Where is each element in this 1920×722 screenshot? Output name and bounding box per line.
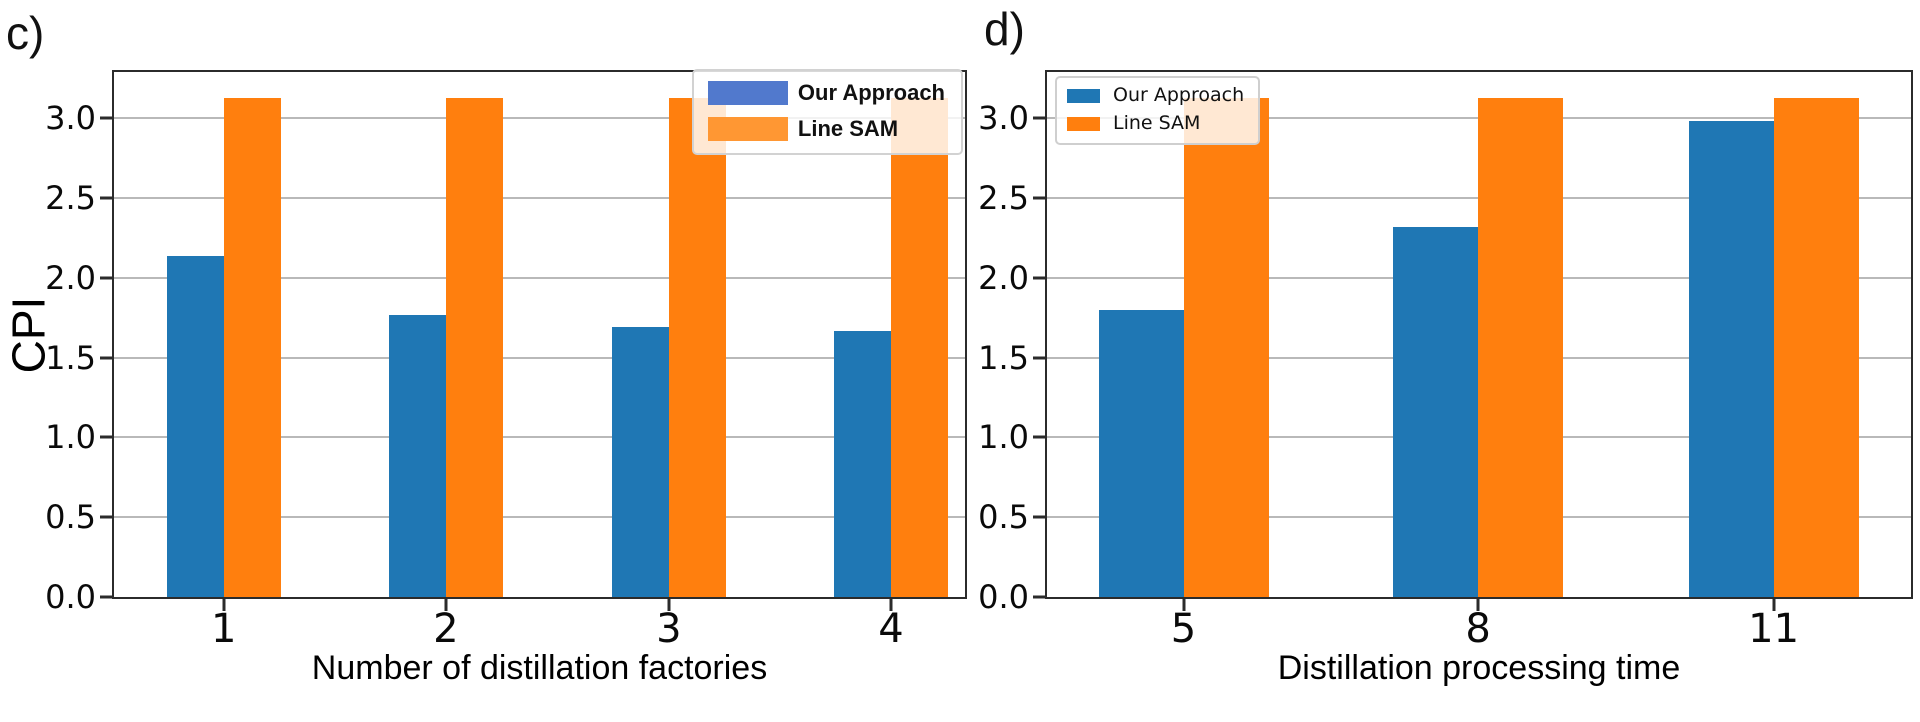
y-tick-mark [1033, 276, 1045, 280]
legend-swatch-line-sam [707, 117, 788, 141]
x-tick-mark [1772, 599, 1776, 611]
legend-swatch-our-approach [707, 81, 788, 105]
legend-label: Line SAM [797, 116, 899, 141]
y-tick-label: 2.5 [45, 179, 96, 218]
x-tick-label: 11 [1748, 606, 1800, 652]
y-tick-mark [100, 276, 112, 280]
bar-our-approach [1098, 309, 1184, 597]
y-tick-label: 3.0 [978, 99, 1029, 138]
gridline [114, 117, 965, 120]
x-axis-label: Distillation processing time [1277, 649, 1681, 687]
bar-line-sam [1478, 97, 1564, 597]
gridline [114, 276, 965, 279]
x-tick-mark [1476, 599, 1480, 611]
y-tick-label: 1.5 [978, 338, 1029, 377]
panel-label-d: d) [984, 3, 1025, 55]
y-tick-mark [100, 435, 112, 439]
y-tick-mark [1033, 116, 1045, 120]
y-tick-label: 3.0 [45, 99, 96, 138]
bar-line-sam [1183, 97, 1269, 597]
x-tick-mark [889, 599, 893, 611]
legend-swatch-line-sam [1067, 116, 1100, 131]
y-tick-mark [1033, 356, 1045, 360]
bar-line-sam [223, 97, 281, 597]
y-tick-label: 2.0 [45, 258, 96, 297]
gridline [114, 436, 965, 439]
x-tick-label: 3 [656, 606, 682, 652]
y-tick-mark [100, 196, 112, 200]
y-tick-mark [100, 515, 112, 519]
legend-label: Our Approach [797, 80, 945, 105]
y-tick-label: 2.5 [978, 179, 1029, 218]
legend-entry-line-sam: Line SAM [1067, 114, 1244, 133]
y-tick-label: 1.5 [45, 338, 96, 377]
y-tick-mark [1033, 435, 1045, 439]
x-tick-label: 2 [433, 606, 459, 652]
bar-our-approach [166, 255, 224, 597]
x-tick-mark [444, 599, 448, 611]
y-tick-label: 1.0 [45, 418, 96, 457]
legend-entry-line-sam: Line SAM [707, 116, 945, 141]
x-tick-label: 4 [878, 606, 904, 652]
y-tick-label: 2.0 [978, 258, 1029, 297]
y-tick-mark [1033, 515, 1045, 519]
gridline [114, 197, 965, 200]
plot-area-c: CPI Number of distillation factories Our… [3, 69, 967, 687]
gridline [114, 516, 965, 519]
legend: Our Approach Line SAM [691, 69, 963, 155]
legend-entry-our-approach: Our Approach [1067, 86, 1244, 105]
y-tick-label: 0.0 [45, 578, 96, 616]
y-tick-mark [100, 356, 112, 360]
bar-line-sam [445, 97, 503, 597]
x-tick-label: 1 [211, 606, 237, 652]
bar-our-approach [388, 314, 446, 597]
bar-line-sam [890, 97, 948, 597]
x-tick-mark [1182, 599, 1185, 611]
y-tick-label: 0.5 [978, 498, 1029, 537]
x-tick-mark [222, 599, 226, 611]
legend-label: Our Approach [1113, 84, 1245, 106]
bar-our-approach [1688, 121, 1774, 597]
x-axis-label: Number of distillation factories [311, 649, 768, 687]
bar-our-approach [1393, 226, 1479, 597]
x-tick-mark [667, 599, 671, 611]
legend-label: Line SAM [1113, 112, 1201, 134]
bar-our-approach [611, 327, 669, 597]
bar-line-sam [668, 97, 726, 597]
gridline [114, 356, 965, 359]
y-tick-mark [1033, 196, 1045, 200]
y-tick-label: 1.0 [978, 418, 1029, 457]
legend-entry-our-approach: Our Approach [707, 80, 945, 105]
y-tick-mark [100, 116, 112, 120]
y-tick-mark [1033, 595, 1045, 599]
bar-our-approach [833, 330, 891, 597]
panel-label-c: c) [6, 7, 45, 59]
y-tick-label: 0.0 [978, 578, 1029, 616]
y-tick-mark [100, 595, 112, 599]
legend-swatch-our-approach [1067, 88, 1100, 103]
legend: Our Approach Line SAM [1055, 76, 1261, 145]
plot-area-d: Distillation processing time Our Approac… [978, 70, 1913, 687]
bar-line-sam [1773, 97, 1859, 597]
y-tick-label: 0.5 [45, 498, 96, 537]
x-tick-label: 5 [1170, 606, 1197, 652]
x-tick-label: 8 [1465, 606, 1491, 652]
